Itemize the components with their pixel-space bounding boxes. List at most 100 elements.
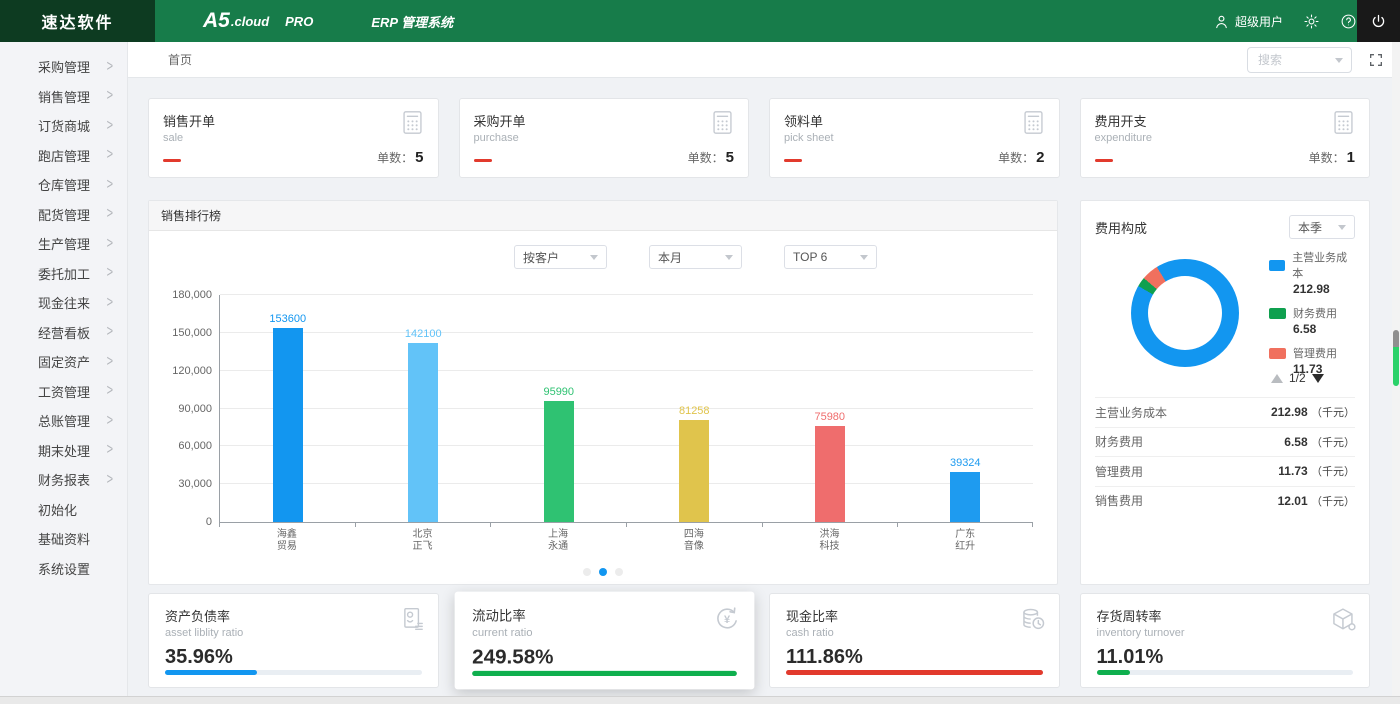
bar[interactable] <box>544 401 574 522</box>
sidebar-item-11[interactable]: 固定资产> <box>0 347 127 377</box>
help-icon[interactable] <box>1340 13 1357 30</box>
sidebar-item-1[interactable]: 采购管理> <box>0 52 127 82</box>
bar-column: 39324 <box>898 295 1034 522</box>
sidebar-item-16[interactable]: 初始化 <box>0 495 127 525</box>
logout-power-button[interactable] <box>1357 0 1400 42</box>
kpi-card[interactable]: 流动比率current ratio249.58%¥ <box>454 592 753 690</box>
header-right: 超级用户 <box>1213 0 1357 42</box>
expense-row-value: 212.98 （千元） <box>1271 404 1355 420</box>
chevron-down-icon <box>590 255 598 260</box>
sidebar-item-3[interactable]: 订货商城> <box>0 111 127 141</box>
vertical-scrollbar-thumb[interactable] <box>1393 330 1399 386</box>
system-name: ERP 管理系统 <box>371 12 453 31</box>
logo-a5: A5 <box>203 9 230 33</box>
stat-card[interactable]: 费用开支expenditure单数：1 <box>1080 98 1371 178</box>
calculator-icon <box>1330 109 1357 141</box>
kpi-card[interactable]: 存货周转率inventory turnover11.01% <box>1080 593 1371 688</box>
x-axis-tick <box>762 523 763 527</box>
chevron-right-icon: > <box>107 147 113 164</box>
x-axis-ticks <box>219 523 1033 527</box>
horizontal-scrollbar[interactable] <box>0 696 1400 704</box>
kpi-card[interactable]: 现金比率cash ratio111.86% <box>769 593 1060 688</box>
kpi-progress-track <box>165 670 422 675</box>
filter-top-select[interactable]: TOP 6 <box>784 245 877 269</box>
bar-value-label: 75980 <box>814 411 845 423</box>
expense-row-label: 财务费用 <box>1095 433 1143 450</box>
kpi-value: 35.96% <box>165 646 422 669</box>
x-axis-category-label: 上海永通 <box>490 529 626 552</box>
bar-column: 95990 <box>491 295 627 522</box>
bar[interactable] <box>950 472 980 522</box>
sidebar-item-label: 系统设置 <box>38 559 90 578</box>
x-axis-tick <box>219 523 220 527</box>
sidebar-item-13[interactable]: 总账管理> <box>0 406 127 436</box>
user-menu[interactable]: 超级用户 <box>1213 13 1283 30</box>
coins-icon <box>1020 606 1047 638</box>
stat-card-subtitle: expenditure <box>1095 132 1356 144</box>
stat-card[interactable]: 采购开单purchase单数：5 <box>459 98 750 178</box>
legend-line: 财务费用 <box>1269 305 1355 321</box>
count-value: 5 <box>415 149 423 166</box>
carousel-dot-1[interactable] <box>583 568 591 576</box>
bar-chart-plot: 030,00060,00090,000120,000150,000180,000… <box>219 295 1033 523</box>
sidebar-item-17[interactable]: 基础资料 <box>0 524 127 554</box>
sidebar-item-15[interactable]: 财务报表> <box>0 465 127 495</box>
stat-card-title: 采购开单 <box>474 111 735 130</box>
sidebar-item-14[interactable]: 期末处理> <box>0 436 127 466</box>
sales-rank-title: 销售排行榜 <box>161 207 221 224</box>
expense-row-value: 6.58 （千元） <box>1284 434 1355 450</box>
sidebar-item-9[interactable]: 现金往来> <box>0 288 127 318</box>
sidebar-item-label: 跑店管理 <box>38 146 90 165</box>
logo-pro: PRO <box>285 14 313 29</box>
sidebar-item-12[interactable]: 工资管理> <box>0 377 127 407</box>
stat-card[interactable]: 销售开单sale单数：5 <box>148 98 439 178</box>
pager-down-icon[interactable] <box>1312 374 1324 383</box>
carousel-dot-2[interactable] <box>599 568 607 576</box>
chevron-right-icon: > <box>107 265 113 282</box>
y-axis-tick-label: 90,000 <box>178 403 212 415</box>
expense-row-label: 管理费用 <box>1095 463 1143 480</box>
kpi-subtitle: inventory turnover <box>1097 627 1354 639</box>
legend-line: 主营业务成本 <box>1269 249 1355 281</box>
filter-dimension-select[interactable]: 按客户 <box>514 245 607 269</box>
legend-swatch <box>1269 308 1286 319</box>
bar[interactable] <box>273 328 303 522</box>
kpi-progress-fill <box>165 670 257 675</box>
filter-period-value: 本月 <box>658 249 682 266</box>
power-icon <box>1370 13 1387 30</box>
user-name: 超级用户 <box>1235 13 1283 30</box>
sidebar-item-18[interactable]: 系统设置 <box>0 554 127 584</box>
pager-up-icon[interactable] <box>1271 374 1283 383</box>
sidebar-item-label: 配货管理 <box>38 205 90 224</box>
fullscreen-icon[interactable] <box>1368 52 1384 68</box>
bar[interactable] <box>679 420 709 522</box>
sidebar-item-7[interactable]: 生产管理> <box>0 229 127 259</box>
carousel-dot-3[interactable] <box>615 568 623 576</box>
stat-card[interactable]: 领料单pick sheet单数：2 <box>769 98 1060 178</box>
stat-card-title: 费用开支 <box>1095 111 1356 130</box>
bar[interactable] <box>408 343 438 522</box>
expense-row-unit: （千元） <box>1311 496 1355 508</box>
x-axis-category-label: 四海音像 <box>626 529 762 552</box>
main-area: 首页 销售开单sale单数：5采购开单purchase单数：5领料单pick s… <box>128 42 1400 696</box>
kpi-progress-fill <box>1097 670 1130 675</box>
breadcrumb-home-tab[interactable]: 首页 <box>168 51 192 68</box>
settings-gear-icon[interactable] <box>1303 13 1320 30</box>
sidebar-item-4[interactable]: 跑店管理 > <box>0 141 127 171</box>
kpi-card[interactable]: 资产负债率asset liblity ratio35.96% <box>148 593 439 688</box>
legend-value: 212.98 <box>1293 282 1355 296</box>
sidebar-item-5[interactable]: 仓库管理> <box>0 170 127 200</box>
sidebar-item-10[interactable]: 经营看板> <box>0 318 127 348</box>
filter-top-value: TOP 6 <box>793 250 827 264</box>
filter-period-select[interactable]: 本月 <box>649 245 742 269</box>
expense-period-select[interactable]: 本季 <box>1289 215 1355 239</box>
bar[interactable] <box>815 426 845 522</box>
kpi-progress-track <box>472 671 736 676</box>
count-label: 单数： <box>688 151 724 165</box>
expense-row-value: 12.01 （千元） <box>1278 493 1355 509</box>
y-axis-tick-label: 60,000 <box>178 440 212 452</box>
sidebar-item-6[interactable]: 配货管理> <box>0 200 127 230</box>
sidebar-item-8[interactable]: 委托加工> <box>0 259 127 289</box>
sidebar-item-2[interactable]: 销售管理> <box>0 82 127 112</box>
chevron-right-icon: > <box>107 58 113 75</box>
